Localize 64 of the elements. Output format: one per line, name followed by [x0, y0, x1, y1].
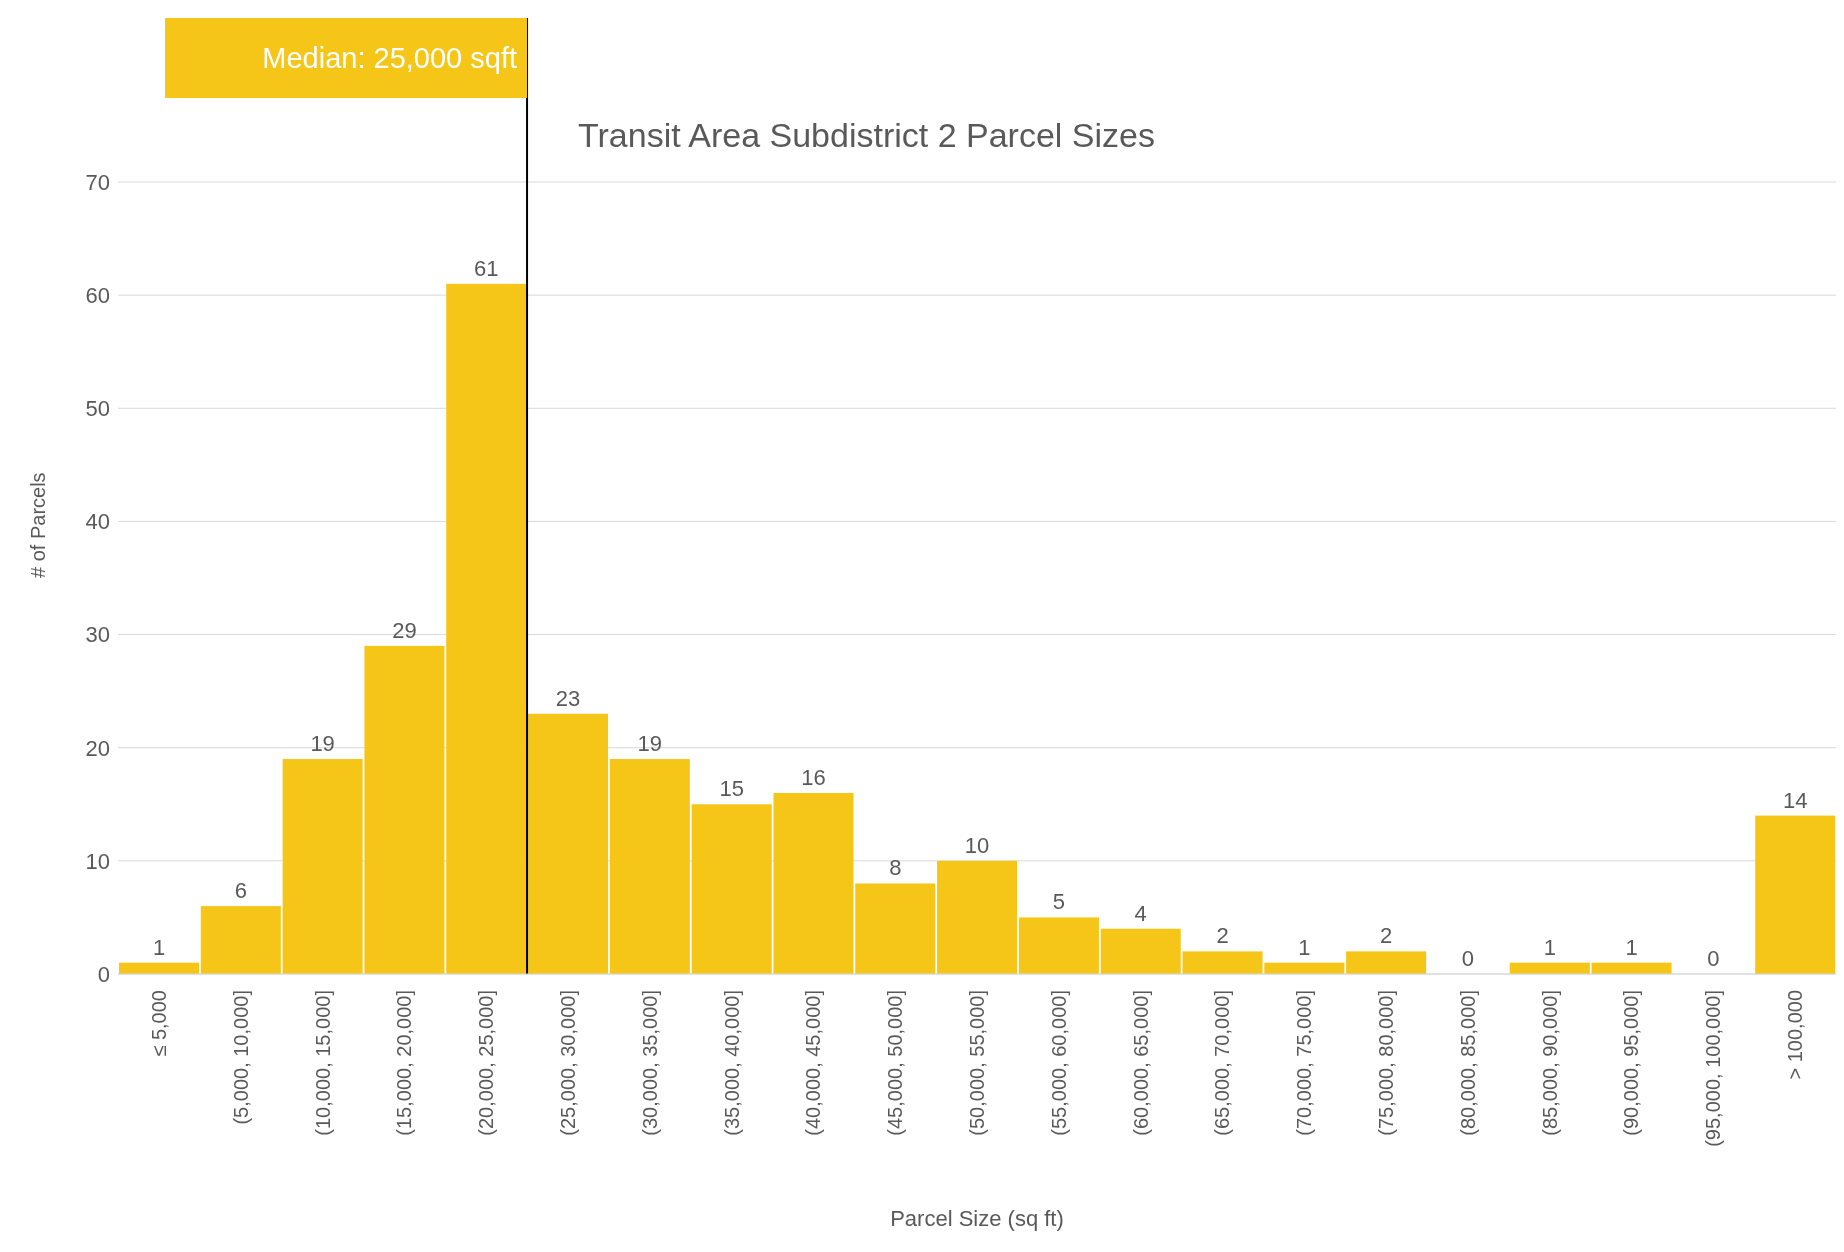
bar: [446, 283, 527, 974]
bar: [528, 713, 609, 974]
bar: [1755, 815, 1836, 974]
data-label: 1: [152, 934, 166, 960]
y-tick-label: 20: [85, 735, 110, 761]
data-label: 23: [555, 685, 581, 711]
data-label: 15: [719, 776, 744, 802]
y-tick-label: 10: [85, 848, 110, 874]
y-tick-label: 0: [97, 961, 110, 987]
data-label: 2: [1216, 923, 1229, 949]
bar: [1018, 917, 1099, 974]
data-label: 10: [964, 832, 990, 858]
data-label: 1: [1625, 934, 1638, 960]
data-label: 6: [234, 878, 247, 904]
data-label: 4: [1134, 900, 1147, 926]
y-tick-label: 40: [85, 509, 110, 535]
data-label: 61: [474, 255, 499, 281]
x-tick-label: (95,000, 100,000]: [1702, 990, 1725, 1147]
x-tick-label: (70,000, 75,000]: [1293, 990, 1316, 1136]
data-label: 0: [1461, 946, 1475, 971]
bar: [609, 759, 690, 974]
data-label: 0: [1707, 946, 1720, 971]
x-tick-label: (75,000, 80,000]: [1375, 990, 1398, 1136]
data-label: 14: [1782, 787, 1808, 813]
data-label: 29: [392, 617, 417, 643]
y-tick-label: 50: [85, 396, 110, 422]
x-tick-label: (60,000, 65,000]: [1129, 990, 1152, 1136]
x-tick-label: (55,000, 60,000]: [1047, 990, 1070, 1136]
data-label: 19: [637, 731, 663, 757]
data-label: 1: [1298, 934, 1311, 960]
x-tick-label: > 100,000: [1784, 990, 1807, 1080]
x-tick-label: (5,000, 10,000]: [229, 990, 252, 1125]
x-tick-label: (20,000, 25,000]: [475, 990, 498, 1136]
x-tick-label: (15,000, 20,000]: [393, 990, 416, 1136]
chart-title: Transit Area Subdistrict 2 Parcel Sizes: [578, 116, 1155, 155]
x-tick-label: (30,000, 35,000]: [638, 990, 661, 1136]
bar: [1346, 951, 1427, 974]
x-tick-label: (40,000, 45,000]: [802, 990, 825, 1136]
bar: [937, 860, 1018, 974]
ref-line-label: Median: 25,000 sqft: [262, 42, 518, 74]
data-label: 2: [1380, 923, 1393, 949]
y-axis-title: # of Parcels: [27, 472, 50, 578]
x-tick-label: (80,000, 85,000]: [1456, 990, 1479, 1136]
x-tick-label: (85,000, 90,000]: [1538, 990, 1561, 1136]
data-label: 8: [889, 855, 902, 881]
y-tick-label: 60: [85, 282, 110, 308]
y-tick-label: 70: [85, 169, 110, 195]
x-axis-title: Parcel Size (sq ft): [890, 1206, 1064, 1231]
y-tick-label: 30: [85, 622, 110, 648]
bar: [1100, 928, 1181, 974]
x-tick-label: (25,000, 30,000]: [556, 990, 579, 1136]
data-label: 1: [1543, 934, 1556, 960]
bar: [855, 883, 936, 974]
x-tick-label: (90,000, 95,000]: [1620, 990, 1643, 1136]
x-tick-label: (35,000, 40,000]: [720, 990, 743, 1136]
data-label: 16: [801, 764, 826, 790]
x-tick-label: (50,000, 55,000]: [966, 990, 988, 1136]
x-tick-label: (65,000, 70,000]: [1211, 990, 1234, 1136]
x-tick-label: ≤ 5,000: [147, 990, 170, 1057]
bar: [200, 906, 281, 974]
x-tick-label: (10,000, 15,000]: [311, 990, 334, 1136]
data-label: 19: [310, 731, 335, 757]
data-label: 5: [1052, 889, 1066, 915]
x-tick-label: (45,000, 50,000]: [884, 990, 907, 1136]
